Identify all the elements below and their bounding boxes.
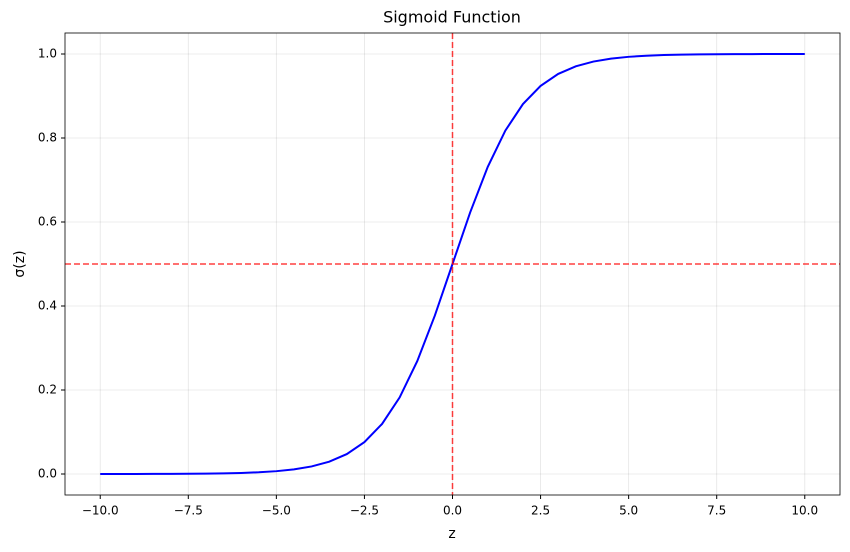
x-tick-label: −7.5 [174,504,203,518]
y-axis-label: σ(z) [12,250,28,277]
x-tick-label: 5.0 [619,504,638,518]
x-tick-label: 7.5 [707,504,726,518]
y-tick-label: 0.4 [38,299,57,313]
x-tick-label: 0.0 [443,504,462,518]
chart-title: Sigmoid Function [383,8,521,27]
x-tick-label: 2.5 [531,504,550,518]
x-tick-label: 10.0 [791,504,818,518]
x-axis-label: z [448,526,455,542]
y-tick-label: 0.0 [38,467,57,481]
y-tick-label: 0.6 [38,215,57,229]
y-tick-label: 0.8 [38,131,57,145]
y-tick-label: 0.2 [38,383,57,397]
x-tick-label: −10.0 [82,504,119,518]
x-tick-label: −2.5 [350,504,379,518]
x-tick-label: −5.0 [262,504,291,518]
plot-frame [64,32,841,496]
y-tick-label: 1.0 [38,47,57,61]
